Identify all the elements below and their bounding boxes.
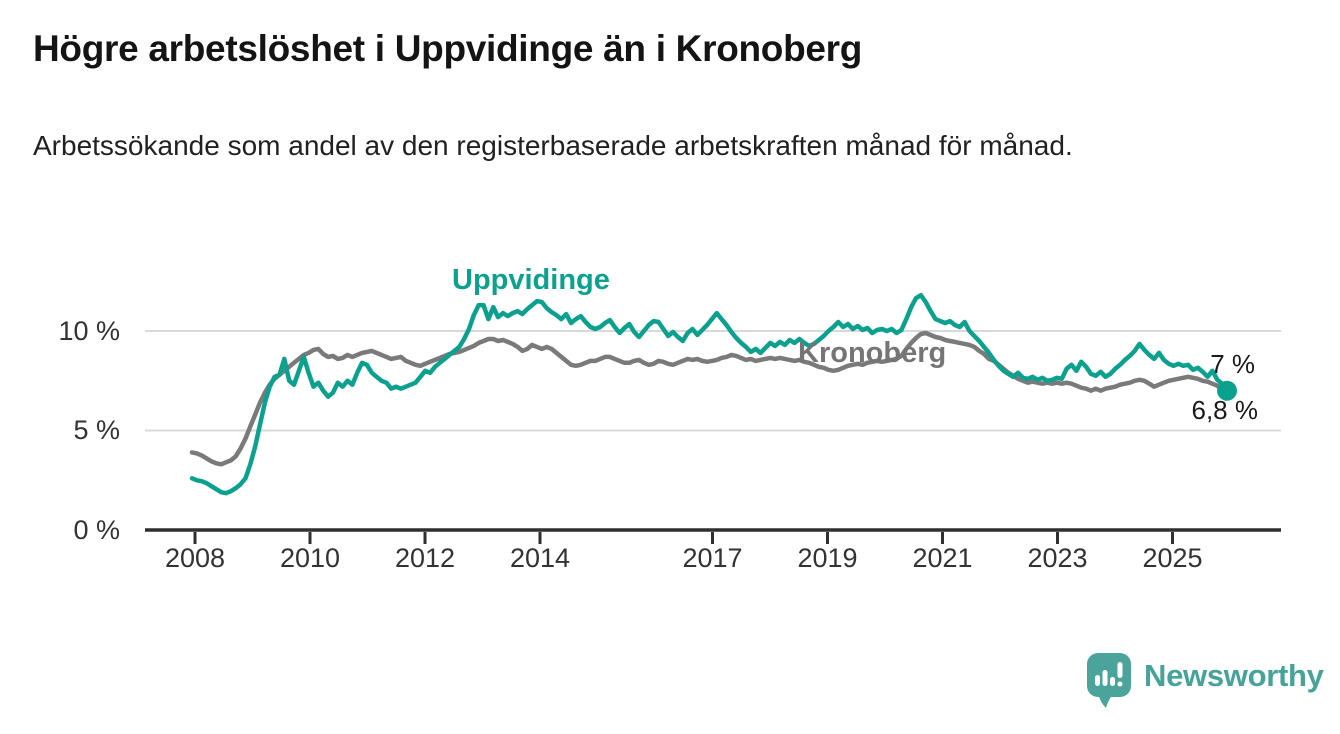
kronoberg-end-value: 6,8 % — [1191, 395, 1259, 425]
y-tick-label-10: 10 % — [58, 316, 120, 346]
x-tick-label-2023: 2023 — [1027, 543, 1088, 573]
uppvidinge-series-label: Uppvidinge — [452, 264, 610, 296]
newsworthy-bubble-chart-icon — [1087, 653, 1131, 708]
x-tick-label-2021: 2021 — [912, 543, 973, 573]
uppvidinge-end-dot — [1217, 380, 1237, 401]
x-tick-label-2014: 2014 — [509, 543, 571, 573]
y-tick-label-0: 0 % — [73, 515, 120, 545]
kronoberg-series-label: Kronoberg — [798, 337, 947, 369]
x-tick-label-2010: 2010 — [279, 543, 341, 573]
x-tick-label-2017: 2017 — [682, 543, 743, 573]
x-tick-label-2012: 2012 — [394, 543, 456, 573]
page-title: Högre arbetslöshet i Uppvidinge än i Kro… — [33, 28, 863, 69]
x-tick-label-2025: 2025 — [1142, 543, 1203, 573]
x-tick-label-2008: 2008 — [164, 543, 226, 573]
kronoberg-line — [189, 330, 1230, 467]
uppvidinge-end-value: 7 % — [1210, 349, 1255, 379]
uppvidinge-line — [189, 292, 1230, 496]
x-tick-label-2019: 2019 — [797, 543, 858, 573]
newsworthy-wordmark: Newsworthy — [1144, 658, 1324, 693]
chart-subtitle: Arbetssökande som andel av den registerb… — [33, 130, 1073, 161]
y-tick-label-5: 5 % — [73, 415, 120, 445]
newsworthy-logo: Newsworthy — [1086, 652, 1324, 710]
